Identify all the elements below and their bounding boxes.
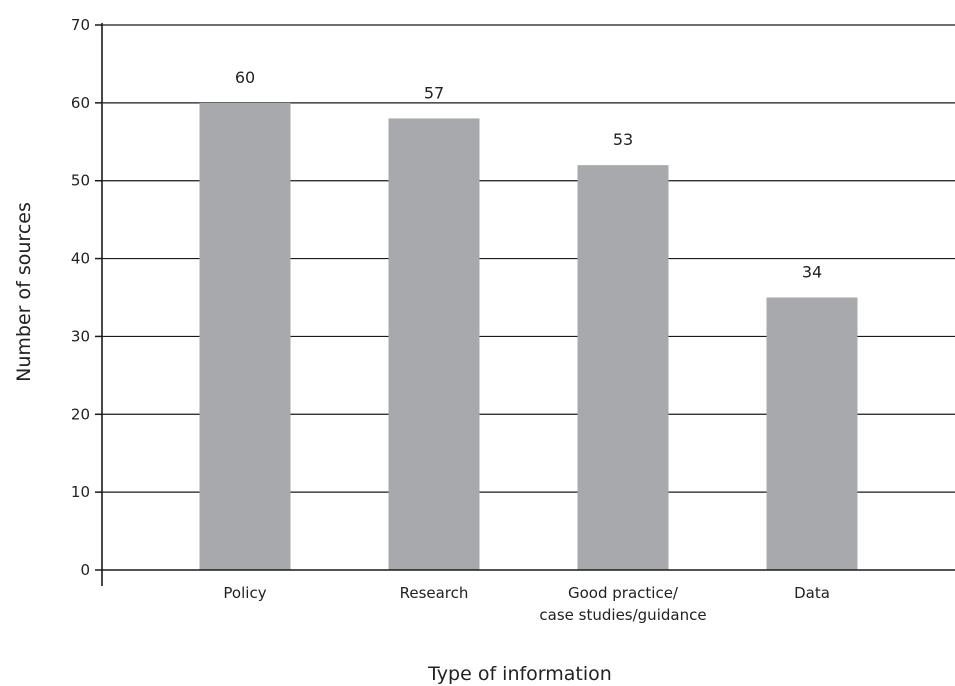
bar-0 — [199, 102, 291, 570]
y-tick-label-40: 40 — [71, 250, 90, 268]
y-tick-label-0: 0 — [80, 561, 90, 579]
category-label-2: Good practice/case studies/guidance — [539, 584, 706, 624]
y-tick-label-30: 30 — [71, 327, 90, 345]
data-label-0: 60 — [235, 68, 255, 87]
y-tick-label-20: 20 — [71, 405, 90, 423]
y-tick-label-60: 60 — [71, 94, 90, 112]
y-tick-label-50: 50 — [71, 172, 90, 190]
data-labels: 60 57 53 34 — [235, 68, 822, 282]
x-axis-title: Type of information — [427, 663, 612, 685]
category-label-1: Research — [400, 584, 469, 602]
category-label-0: Policy — [223, 584, 266, 602]
bar-3 — [766, 297, 858, 570]
y-tick-label-10: 10 — [71, 483, 90, 501]
data-label-3: 34 — [802, 263, 822, 282]
y-tick-label-70: 70 — [71, 16, 90, 34]
data-label-1: 57 — [424, 83, 444, 102]
category-label-3: Data — [794, 584, 830, 602]
y-axis-title: Number of sources — [13, 202, 35, 382]
bar-2 — [577, 165, 669, 570]
y-tick-labels: 0 10 20 30 40 50 60 70 — [71, 16, 90, 579]
axes — [95, 23, 955, 586]
bar-1 — [388, 118, 480, 570]
bars — [199, 102, 858, 570]
data-label-2: 53 — [613, 130, 633, 149]
x-category-labels: Policy Research Good practice/case studies… — [223, 584, 829, 624]
